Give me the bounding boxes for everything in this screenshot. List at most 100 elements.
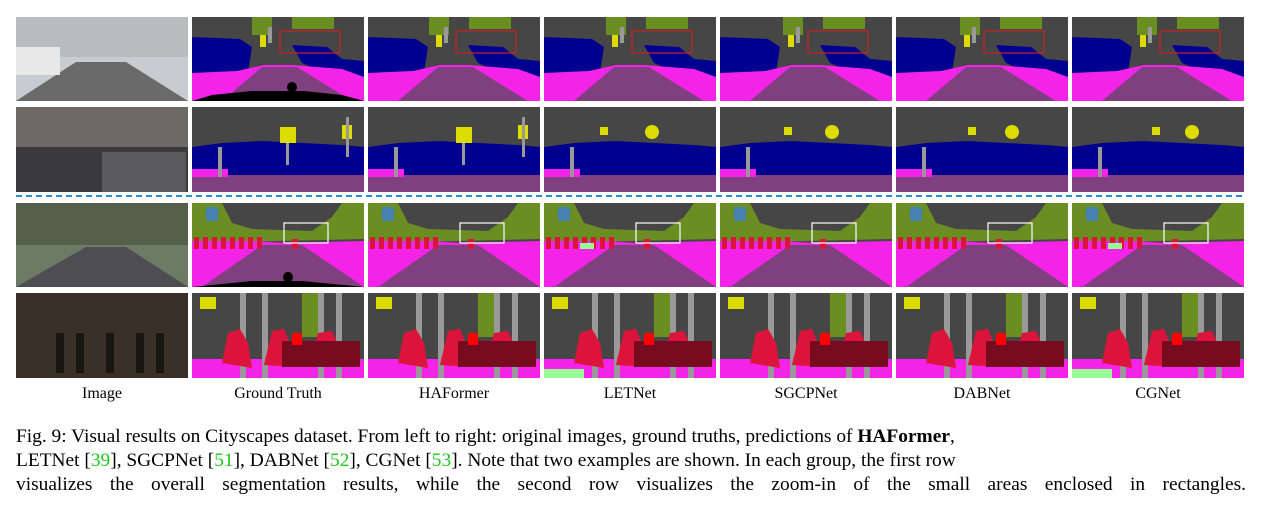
person-region xyxy=(1092,237,1097,249)
sky-region xyxy=(206,207,218,221)
pole-region xyxy=(512,293,518,378)
pole-region xyxy=(972,27,976,43)
traffic-sign-region xyxy=(612,35,618,47)
caption-line-1: Fig. 9: Visual results on Cityscapes dat… xyxy=(16,425,1246,449)
person-region xyxy=(248,237,253,249)
cell-row3-dabnet xyxy=(896,203,1068,287)
pole-region xyxy=(746,147,750,177)
cell-row1-dabnet xyxy=(896,17,1068,101)
segmentation-map xyxy=(368,17,540,101)
car-region xyxy=(192,141,364,177)
photo-pedestrian xyxy=(156,333,164,373)
person-region xyxy=(573,237,578,249)
photo-car xyxy=(102,152,186,192)
pole-region xyxy=(1098,147,1102,177)
zoom-rectangle xyxy=(455,30,517,54)
cell-row2-ground-truth xyxy=(192,107,364,192)
vegetation-region xyxy=(1137,17,1157,35)
cell-row4-dabnet xyxy=(896,293,1068,378)
segmentation-map xyxy=(896,107,1068,192)
segmentation-map xyxy=(1072,17,1244,101)
person-region xyxy=(397,237,402,249)
sky-region xyxy=(734,207,746,221)
person-region xyxy=(222,329,252,368)
cell-row3-image xyxy=(16,203,188,287)
zoom-rectangle xyxy=(283,222,329,244)
caption-prefix: Fig. 9: Visual results on Cityscapes dat… xyxy=(16,426,858,447)
segmentation-map xyxy=(192,107,364,192)
traffic-sign-region xyxy=(1152,127,1160,135)
segmentation-map xyxy=(720,107,892,192)
person-region xyxy=(644,239,650,249)
caption-ref[interactable]: 53 xyxy=(431,450,452,471)
traffic-sign-region xyxy=(968,127,976,135)
pole-region xyxy=(864,293,870,378)
pole-region xyxy=(1142,293,1148,378)
person-region xyxy=(898,237,903,249)
pole-region xyxy=(966,293,972,378)
caption-text: ], SGCPNet [ xyxy=(110,450,215,471)
segmentation-map xyxy=(1072,203,1244,287)
caption-ref[interactable]: 39 xyxy=(90,450,111,471)
pole-region xyxy=(614,293,620,378)
segmentation-map xyxy=(544,293,716,378)
rider-region xyxy=(644,333,654,345)
pole-region xyxy=(438,293,444,378)
bicycle-region xyxy=(986,341,1064,367)
caption-bold-method: HAFormer xyxy=(857,426,950,447)
person-region xyxy=(546,237,551,249)
segmentation-map xyxy=(192,203,364,287)
rider-region xyxy=(996,333,1006,345)
pole-region xyxy=(444,27,448,43)
car-region xyxy=(896,141,1068,177)
car-region xyxy=(368,141,540,177)
pole-region xyxy=(796,27,800,43)
vegetation-region xyxy=(646,17,688,29)
person-region xyxy=(398,329,428,368)
photo-road xyxy=(16,62,188,101)
sidewalk-region xyxy=(544,169,580,177)
cell-row4-image xyxy=(16,293,188,378)
rider-region xyxy=(468,333,478,345)
sky-region xyxy=(382,207,394,221)
caption-ref[interactable]: 52 xyxy=(330,450,350,471)
sky-region xyxy=(910,207,922,221)
person-region xyxy=(767,237,772,249)
sidewalk-region xyxy=(720,169,756,177)
zoom-rectangle xyxy=(635,222,681,244)
sidewalk-region xyxy=(1072,169,1108,177)
caption-ref[interactable]: 51 xyxy=(214,450,234,471)
cell-row2-sgcpnet xyxy=(720,107,892,192)
segmentation-map xyxy=(368,293,540,378)
road-region xyxy=(906,245,1068,287)
cell-row2-haformer xyxy=(368,107,540,192)
person-region xyxy=(785,237,790,249)
person-region xyxy=(415,237,420,249)
vegetation-region xyxy=(544,203,716,243)
segmentation-map xyxy=(544,203,716,287)
terrain-region xyxy=(544,369,584,378)
road-region xyxy=(574,67,704,101)
road-region xyxy=(1072,175,1244,192)
terrain-region xyxy=(580,243,594,249)
zoom-rectangle xyxy=(987,222,1033,244)
sidewalk-region xyxy=(896,169,932,177)
person-region xyxy=(203,237,208,249)
sky-region xyxy=(1086,207,1098,221)
vegetation-region xyxy=(292,17,334,29)
segmentation-map xyxy=(544,107,716,192)
road-region xyxy=(730,245,892,287)
cell-row2-letnet xyxy=(544,107,716,192)
zoom-rectangle xyxy=(983,30,1045,54)
sidewalk-region xyxy=(192,169,228,177)
traffic-sign-region xyxy=(1185,125,1199,139)
zoom-rectangle xyxy=(811,222,857,244)
traffic-sign-region xyxy=(456,127,472,143)
person-region xyxy=(820,239,826,249)
person-region xyxy=(406,237,411,249)
vegetation-region xyxy=(1177,17,1219,29)
photo-pedestrian xyxy=(136,333,144,373)
road-region xyxy=(202,245,364,287)
person-region xyxy=(907,237,912,249)
person-region xyxy=(934,237,939,249)
